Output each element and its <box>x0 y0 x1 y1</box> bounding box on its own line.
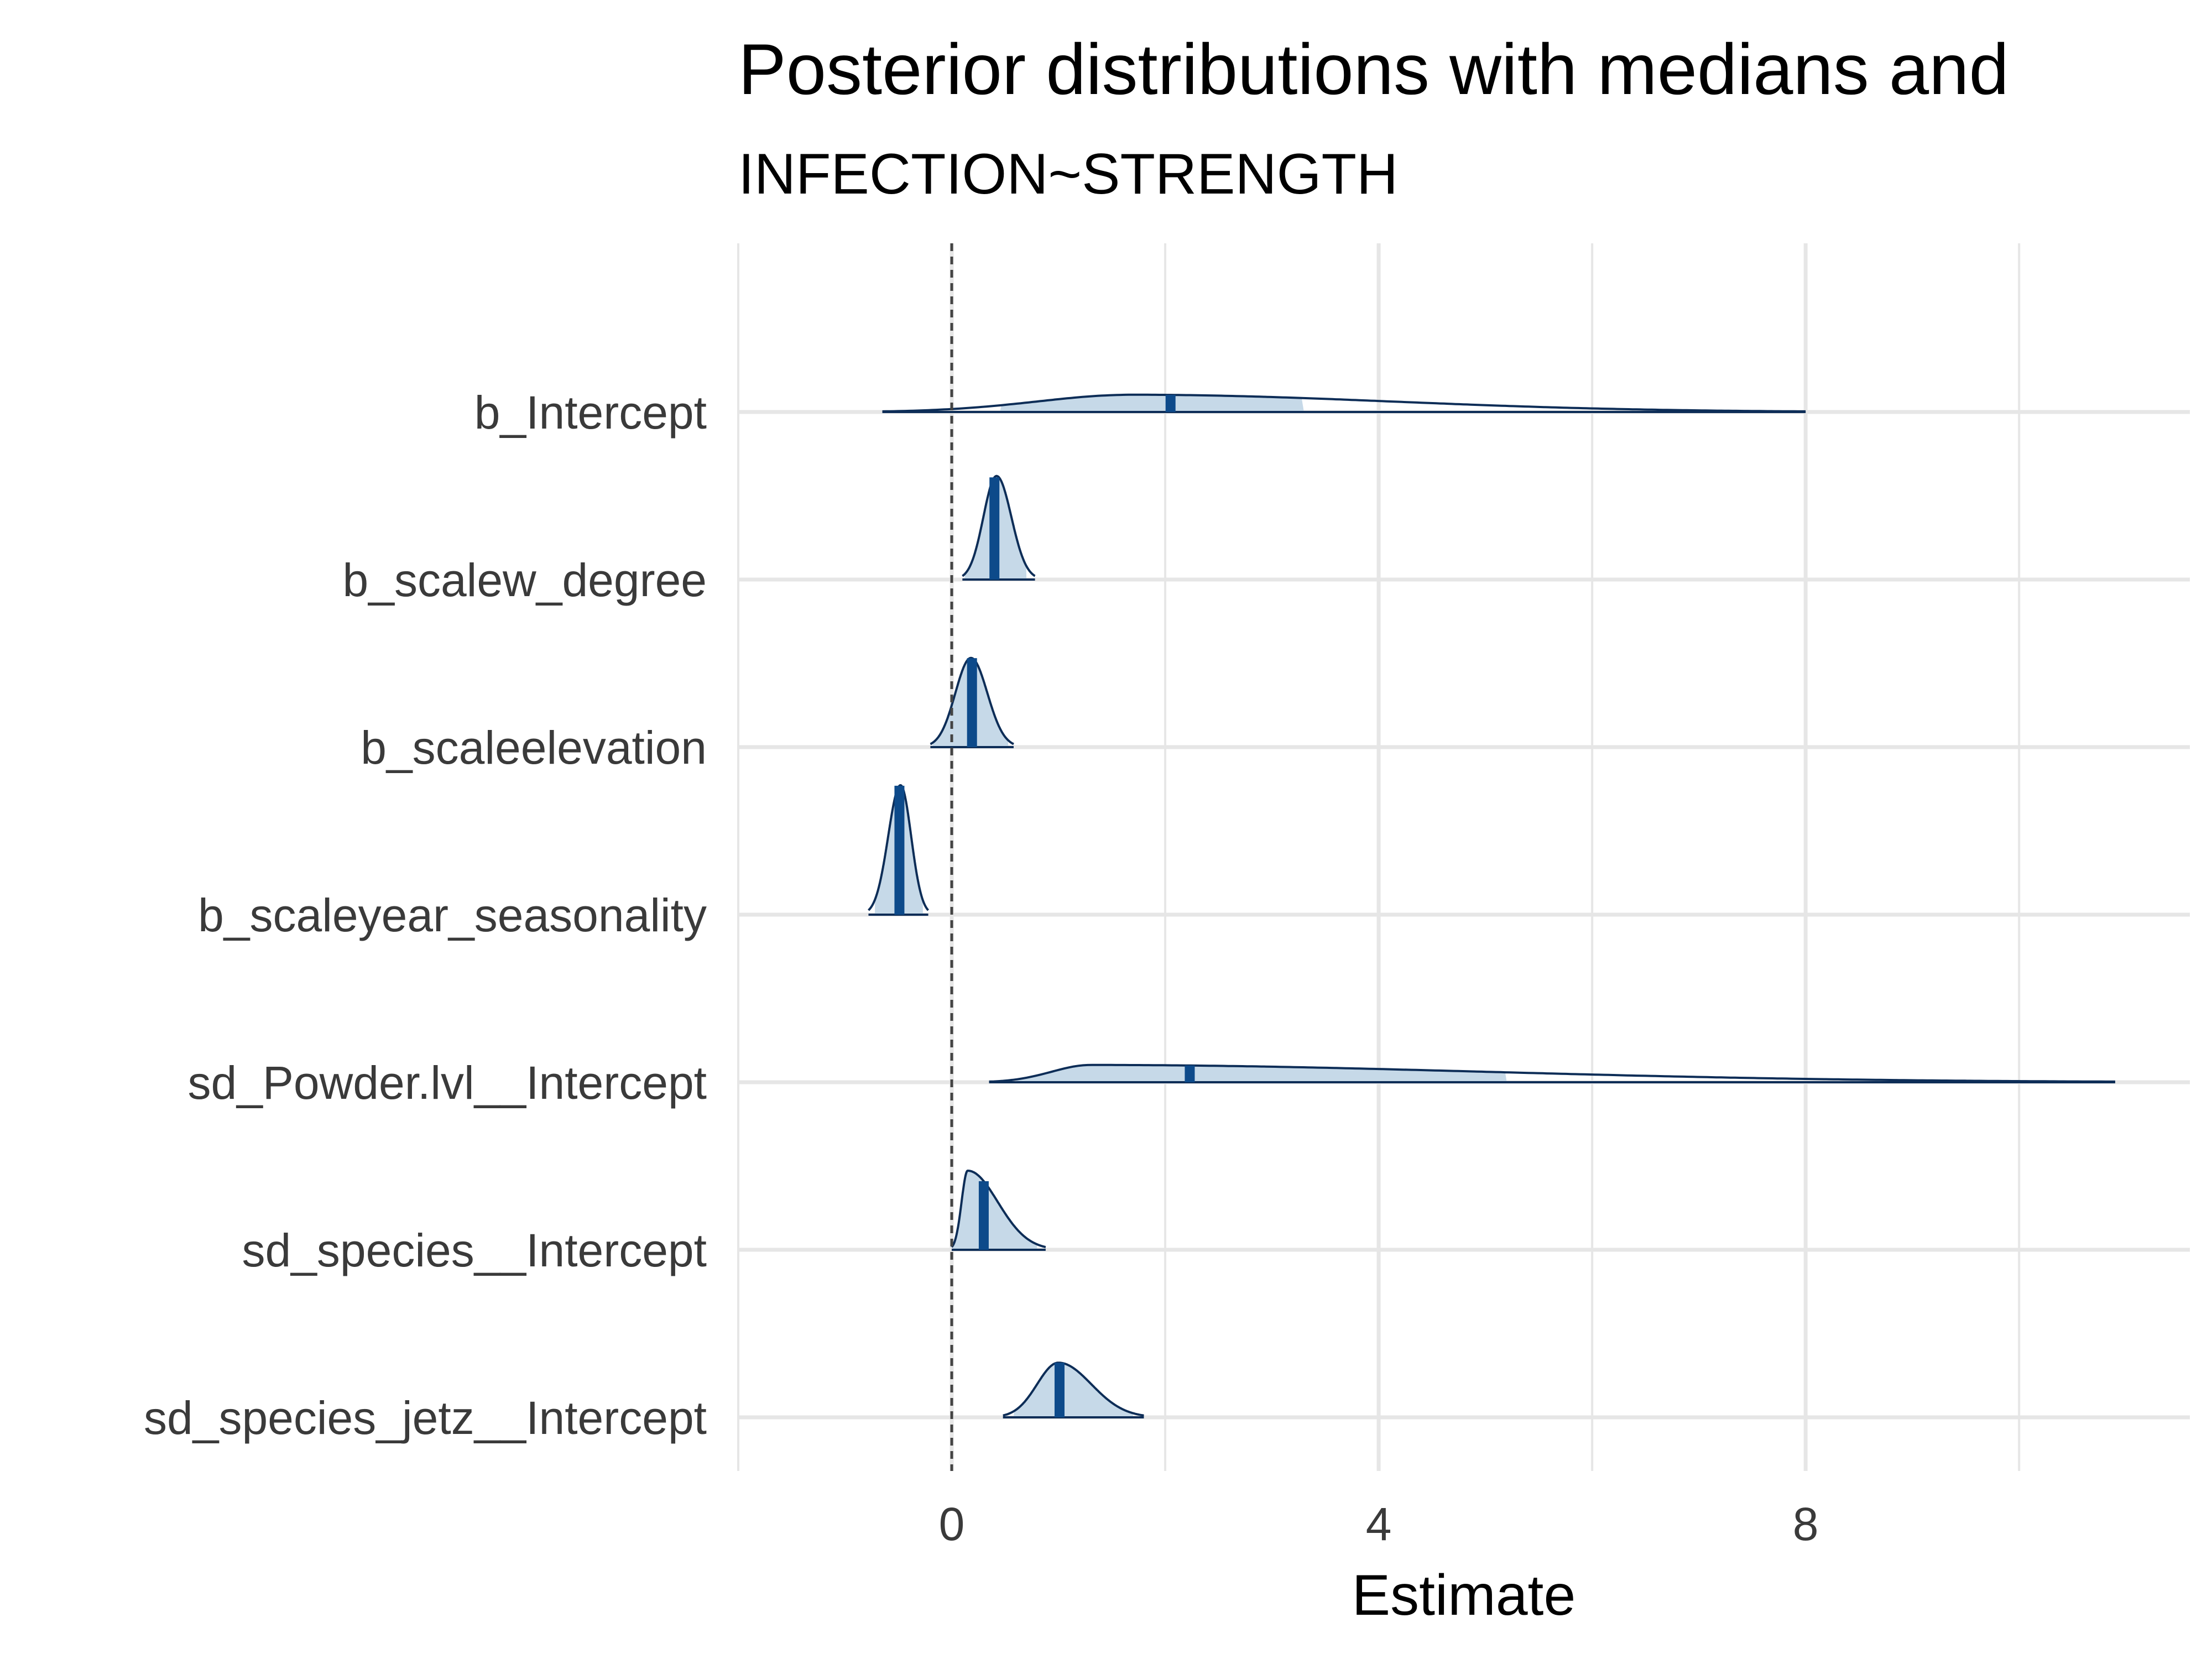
interval-area-b_Intercept <box>999 394 1304 412</box>
y-label-b_scalew_degree: b_scalew_degree <box>343 554 707 606</box>
x-axis-ticks: 0 4 8 <box>939 1498 1819 1550</box>
posterior-ridges <box>868 393 2115 1418</box>
density-curve-b_scalew_degree <box>962 474 1036 577</box>
x-tick-4: 4 <box>1366 1498 1392 1550</box>
x-tick-8: 8 <box>1793 1498 1819 1550</box>
y-label-b_scaleyear_seasonality: b_scaleyear_seasonality <box>198 889 707 941</box>
horizontal-gridlines <box>738 410 2190 1420</box>
density-curve-b_Intercept <box>882 393 1806 413</box>
y-axis-labels: b_Intercept b_scalew_degree b_scaleelevati… <box>144 387 707 1444</box>
y-label-sd_species__Intercept: sd_species__Intercept <box>242 1224 707 1276</box>
density-curve-b_scaleelevation <box>930 656 1014 745</box>
interval-area-sd_species__Intercept <box>952 1171 1037 1250</box>
y-label-b_scaleelevation: b_scaleelevation <box>361 722 707 774</box>
chart-subtitle: INFECTION~STRENGTH <box>738 142 1398 206</box>
chart-title: Posterior distributions with medians and <box>738 29 2009 109</box>
y-label-sd_species_jetz__Intercept: sd_species_jetz__Intercept <box>144 1392 707 1444</box>
vertical-gridlines <box>737 243 2021 1471</box>
y-label-sd_Powder.lvl__Intercept: sd_Powder.lvl__Intercept <box>187 1057 707 1109</box>
x-axis-title: Estimate <box>1352 1563 1576 1627</box>
y-label-b_Intercept: b_Intercept <box>474 387 707 439</box>
density-curve-sd_species__Intercept <box>951 1170 1046 1249</box>
x-tick-0: 0 <box>939 1498 965 1550</box>
density-curve-sd_species_jetz__Intercept <box>1003 1361 1144 1417</box>
density-curve-sd_Powder.lvl__Intercept <box>989 1063 2115 1083</box>
interval-area-sd_species_jetz__Intercept <box>1013 1363 1134 1417</box>
